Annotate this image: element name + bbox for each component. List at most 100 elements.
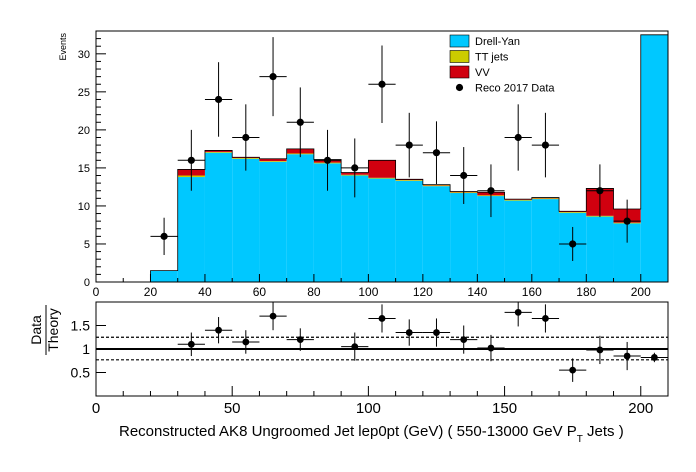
bar-drell-yan-12 (422, 186, 451, 282)
data-point-4 (269, 73, 277, 81)
ratio-xtick-label-0: 0 (92, 400, 100, 417)
bar-drell-yan-11 (395, 180, 423, 282)
bar-drell-yan-3 (177, 177, 205, 282)
bar-tt-jets-6 (259, 161, 287, 162)
ratio-point-11 (514, 308, 522, 316)
data-point-8 (378, 80, 386, 88)
data-point-16 (596, 187, 604, 195)
main-ytick-label-0: 0 (84, 277, 90, 289)
ratio-ylabel-numerator: Data (28, 315, 44, 345)
bar-vv-4 (204, 150, 233, 152)
ratio-point-14 (596, 346, 604, 354)
data-point-15 (569, 240, 577, 248)
main-frame (95, 30, 669, 283)
data-point-3 (242, 133, 250, 142)
bar-drell-yan-20 (640, 34, 668, 282)
data-point-6 (323, 156, 332, 164)
data-point-11 (460, 171, 468, 180)
ratio-point-13 (569, 366, 577, 374)
legend: Drell-Yan TT jets VV Reco 2017 Data (449, 34, 555, 95)
x-axis-title-suffix: Jets ) (583, 423, 624, 440)
main-xtick-label-7: 140 (467, 285, 487, 299)
ratio-point-5 (351, 343, 359, 351)
bar-vv-10 (368, 160, 396, 178)
bar-drell-yan-18 (586, 216, 614, 282)
data-point-9 (405, 141, 413, 149)
main-xtick-label-10: 200 (631, 285, 651, 299)
ratio-xtick-label-3: 150 (492, 400, 517, 417)
main-xtick-label-2: 40 (198, 285, 212, 299)
ratio-point-9 (460, 336, 468, 343)
legend-label-2: VV (475, 67, 490, 79)
ratio-point-6 (378, 315, 386, 322)
ratio-point-8 (433, 329, 440, 336)
ratio-ylabel-denominator: Theory (45, 308, 61, 352)
bar-drell-yan-15 (504, 200, 532, 282)
x-axis-title: Reconstructed AK8 Ungroomed Jet lep0pt (… (119, 423, 624, 445)
ratio-point-3 (269, 312, 277, 320)
main-ytick-label-4: 20 (78, 125, 90, 137)
bar-tt-jets-17 (559, 212, 587, 213)
bar-drell-yan-4 (204, 152, 233, 282)
main-ylabel: Events (58, 33, 68, 61)
ratio-ytick-label-0: 0.5 (71, 365, 91, 381)
bar-tt-jets-16 (531, 198, 560, 200)
main-xtick-label-6: 120 (413, 285, 433, 299)
bar-vv-6 (259, 158, 287, 162)
bar-drell-yan-13 (450, 193, 478, 282)
ratio-point-12 (542, 315, 549, 322)
stacked-histogram (96, 34, 668, 282)
ratio-ytick-label-1: 1 (82, 341, 90, 357)
legend-label-1: TT jets (475, 52, 509, 64)
main-ytick-label-2: 10 (78, 201, 90, 213)
bar-drell-yan-7 (286, 154, 314, 282)
legend-marker-3 (455, 83, 464, 92)
bar-tt-jets-12 (422, 185, 451, 187)
main-xtick-label-0: 0 (93, 285, 100, 299)
bar-tt-jets-11 (395, 180, 423, 181)
main-xtick-label-8: 160 (522, 285, 542, 299)
bar-drell-yan-6 (259, 161, 287, 282)
main-ytick-label-5: 25 (78, 87, 90, 99)
bar-tt-jets-15 (504, 199, 532, 201)
main-xtick-label-3: 60 (253, 285, 267, 299)
ratio-point-10 (487, 344, 495, 352)
main-ytick-label-6: 30 (78, 49, 90, 61)
legend-label-0: Drell-Yan (475, 36, 520, 48)
main-ytick-label-3: 15 (78, 163, 90, 175)
main-xtick-label-1: 20 (144, 285, 158, 299)
bar-drell-yan-16 (531, 199, 560, 282)
bar-drell-yan-10 (368, 178, 396, 282)
main-plot-panel: 0 5 10 15 20 25 30 0 20 40 60 80 100 120 140 160 180 200 E… (58, 30, 669, 299)
stack-outline (96, 34, 668, 282)
legend-label-3: Reco 2017 Data (475, 83, 555, 95)
x-axis-title-subscript: T (577, 434, 583, 445)
main-xtick-label-5: 100 (358, 285, 378, 299)
data-point-1 (187, 156, 195, 164)
bar-tt-jets-4 (204, 151, 233, 153)
bar-drell-yan-5 (232, 158, 260, 282)
data-point-17 (623, 217, 631, 225)
main-xtick-label-9: 180 (576, 285, 596, 299)
x-axis-title-main: Reconstructed AK8 Ungroomed Jet lep0pt (… (119, 423, 577, 440)
legend-swatch-2 (449, 65, 470, 79)
ratio-point-7 (405, 329, 413, 336)
ratio-point-15 (623, 352, 631, 360)
data-point-10 (432, 149, 441, 157)
data-point-5 (296, 118, 304, 126)
bar-drell-yan-2 (150, 270, 178, 282)
data-point-0 (160, 232, 168, 240)
data-point-14 (541, 141, 550, 149)
ratio-ytick-label-2: 1.5 (71, 318, 91, 334)
bar-tt-jets-10 (368, 177, 396, 179)
ratio-xtick-label-4: 200 (628, 400, 653, 417)
ratio-point-16 (650, 354, 658, 361)
ratio-point-1 (215, 326, 222, 334)
main-ytick-label-1: 5 (84, 239, 90, 251)
data-point-12 (487, 187, 495, 195)
main-xtick-label-4: 80 (307, 285, 321, 299)
data-point-7 (351, 164, 359, 172)
ratio-xtick-label-1: 50 (224, 400, 241, 417)
ratio-point-2 (242, 338, 250, 346)
